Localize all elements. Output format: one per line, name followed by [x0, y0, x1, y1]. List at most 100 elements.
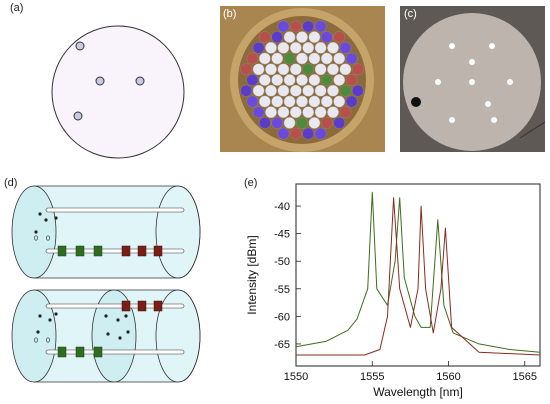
bundle-fiber — [289, 63, 302, 76]
bundle-fiber — [296, 95, 308, 108]
bundle-fiber — [302, 63, 315, 76]
panel-e-label: (e) — [244, 177, 258, 189]
bundle-fiber — [271, 117, 284, 129]
bundle-fiber — [314, 41, 327, 54]
x-tick-label: 1560 — [436, 371, 460, 383]
bundle-fiber — [246, 74, 259, 86]
x-tick-label: 1550 — [284, 371, 308, 383]
y-tick-label: -40 — [274, 201, 290, 213]
fiber-cross-section-schematic — [51, 25, 185, 159]
bundle-fiber — [283, 31, 296, 44]
bundle-fiber — [333, 31, 346, 44]
bundle-fiber — [277, 63, 290, 76]
bundle-fiber — [258, 52, 271, 65]
y-tick-label: -55 — [274, 284, 290, 296]
bundle-fiber — [252, 63, 265, 76]
bundle-fiber — [302, 20, 315, 33]
bundle-fiber — [314, 106, 327, 119]
grating-set-red — [121, 300, 163, 312]
grating-set-green — [57, 245, 103, 257]
bundle-fiber — [308, 74, 321, 86]
core-marker — [135, 76, 145, 86]
bundle-fiber — [296, 52, 308, 65]
grating-set-red — [121, 245, 163, 257]
endface-core — [491, 117, 497, 123]
bundle-fiber — [345, 74, 358, 86]
y-axis-label: Intensity [dBm] — [245, 235, 259, 314]
endface-core — [469, 79, 475, 85]
bundle-fiber — [271, 52, 284, 65]
panel-d-label: (d) — [4, 177, 18, 189]
bundle-fiber — [265, 106, 277, 119]
fiber-cladding-outline — [51, 25, 185, 159]
bundle-fiber — [265, 63, 277, 76]
core-marker — [75, 41, 85, 51]
bundle-fiber — [320, 95, 333, 108]
cylinder-top — [11, 185, 201, 279]
core-marker — [73, 111, 83, 121]
bundle-fiber — [277, 84, 290, 97]
bundle-fiber — [289, 20, 302, 33]
bundle-fiber — [289, 106, 302, 119]
bundle-fiber — [308, 95, 321, 108]
bundle-fiber — [302, 84, 315, 97]
grating-set-green — [57, 346, 103, 358]
bundle-fiber — [289, 84, 302, 97]
bundle-fiber — [265, 84, 277, 97]
bundle-fiber — [296, 117, 308, 129]
fiber-bundle-photo — [220, 6, 385, 152]
bundle-fiber — [240, 84, 253, 97]
bundle-fiber — [333, 52, 346, 65]
bundle-fiber — [339, 63, 352, 76]
bundle-fiber — [296, 31, 308, 44]
bundle-fiber — [302, 41, 315, 54]
bundle-fiber — [277, 20, 290, 33]
y-tick-label: -50 — [274, 256, 290, 268]
bundle-fiber — [289, 41, 302, 54]
bundle-fiber — [333, 95, 346, 108]
bundle-fiber — [345, 95, 358, 108]
bundle-fiber — [271, 74, 284, 86]
bundle-fiber — [252, 84, 265, 97]
bundle-fiber — [265, 41, 277, 54]
fiber-endface-photo — [400, 6, 545, 152]
bundle-fiber — [320, 74, 333, 86]
bundle-fiber — [283, 52, 296, 65]
bundle-fiber — [283, 74, 296, 86]
bundle-fiber — [246, 52, 259, 65]
bundle-fiber — [339, 106, 352, 119]
bundle-fiber — [308, 117, 321, 129]
bundle-fiber — [327, 41, 339, 54]
spectrum-series-green — [295, 191, 541, 353]
bundle-fiber — [252, 41, 265, 54]
fiber-grating-schematic — [11, 185, 201, 383]
core-marker — [95, 76, 105, 86]
bundle-fiber — [351, 63, 364, 76]
cylinder-bottom — [11, 289, 201, 383]
bundle-fiber — [327, 63, 339, 76]
bundle-fiber — [327, 84, 339, 97]
bundle-fiber — [339, 41, 352, 54]
endface-core — [507, 79, 513, 85]
endface-core — [469, 59, 475, 65]
x-axis-label: Wavelength [nm] — [373, 385, 463, 399]
bundle-fiber — [240, 63, 253, 76]
bundle-fiber — [345, 52, 358, 65]
bundle-fiber — [258, 31, 271, 44]
bundle-fiber — [339, 84, 352, 97]
panel-a-label: (a) — [10, 2, 24, 14]
bundle-fiber — [327, 106, 339, 119]
bundle-fiber — [320, 117, 333, 129]
bundle-fiber — [308, 52, 321, 65]
bundle-fiber — [314, 127, 327, 140]
spectrum-chart: 1550 1555 1560 1565 -40 -45 -50 -55 -60 -65 Wavel… — [245, 183, 541, 399]
y-tick-label: -65 — [274, 339, 290, 351]
bundle-fiber — [351, 84, 364, 97]
bundle-fiber — [277, 106, 290, 119]
spectrum-series-red — [296, 197, 541, 356]
bundle-fiber — [320, 52, 333, 65]
bundle-fiber — [283, 117, 296, 129]
bundle-fiber — [302, 106, 315, 119]
bundle-fiber — [258, 117, 271, 129]
bundle-fiber — [333, 74, 346, 86]
